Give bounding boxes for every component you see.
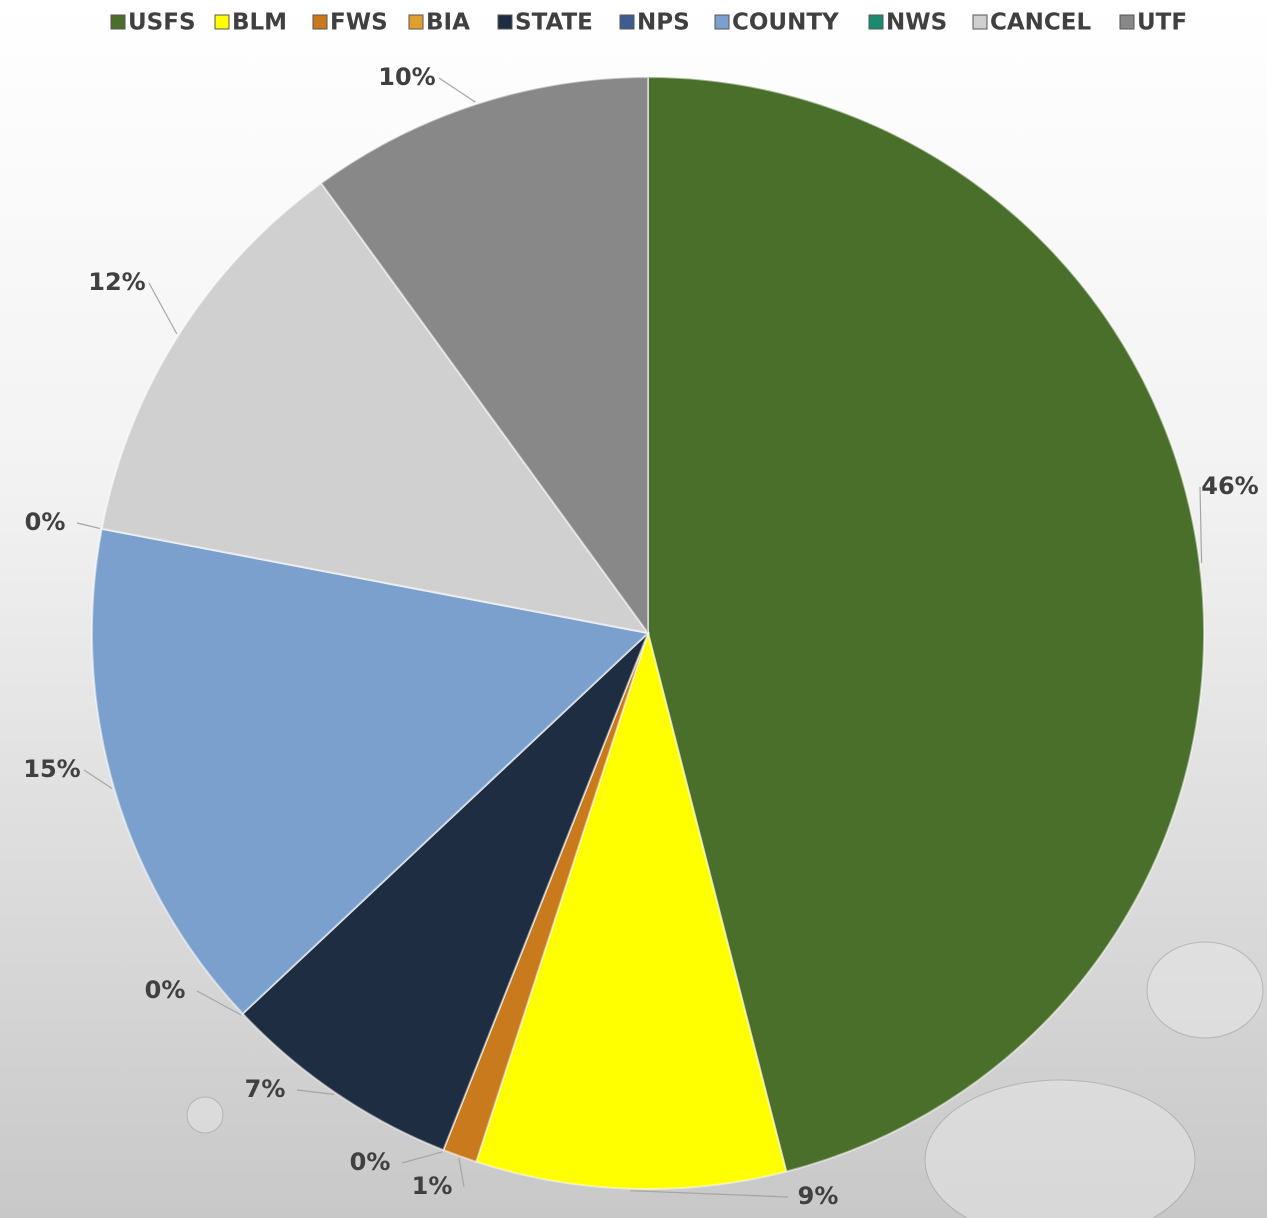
leader-line: [630, 1190, 789, 1198]
legend-label: NPS: [637, 10, 690, 36]
data-label: 0%: [25, 508, 66, 536]
data-label: 0%: [350, 1148, 391, 1176]
legend-marker: [868, 14, 884, 30]
legend-marker: [312, 14, 328, 30]
decorations: [186, 941, 1264, 1218]
leader-line: [296, 1089, 335, 1096]
data-label: 15%: [23, 755, 80, 783]
data-label: 9%: [798, 1182, 839, 1210]
leader-line: [148, 282, 178, 335]
legend-label: FWS: [330, 10, 388, 36]
pie-slice: [647, 75, 1205, 1173]
data-label: 46%: [1201, 472, 1258, 500]
legend-label: BLM: [232, 10, 287, 36]
legend-label: BIA: [426, 10, 470, 36]
legend-marker: [714, 14, 730, 30]
legend-marker: [972, 14, 988, 30]
leader-line: [196, 990, 242, 1016]
droplet: [924, 1079, 1196, 1218]
legend-marker: [619, 14, 635, 30]
leader-line: [458, 1157, 465, 1188]
leader-line: [76, 522, 101, 530]
data-label: 0%: [145, 976, 186, 1004]
legend-marker: [214, 14, 230, 30]
pie-slice: [91, 527, 651, 1016]
droplet: [1146, 941, 1264, 1039]
legend-label: CANCEL: [990, 10, 1092, 36]
legend-label: USFS: [128, 10, 196, 36]
leader-line: [83, 769, 113, 790]
leader-line: [1199, 486, 1203, 564]
data-label: 10%: [378, 63, 435, 91]
legend-marker: [1119, 14, 1135, 30]
droplet: [186, 1096, 224, 1134]
data-label: 7%: [245, 1075, 286, 1103]
pie-slice: [319, 75, 649, 637]
pie-slice: [474, 629, 788, 1190]
legend-label: NWS: [886, 10, 947, 36]
leader-line: [401, 1151, 443, 1164]
pie-slice: [241, 632, 649, 1152]
legend-marker: [408, 14, 424, 30]
pie-slice: [100, 181, 651, 635]
legend-marker: [110, 14, 126, 30]
leader-line: [438, 77, 476, 103]
legend-label: UTF: [1137, 10, 1187, 36]
data-label: 1%: [412, 1172, 453, 1200]
legend-label: COUNTY: [732, 10, 839, 36]
data-label: 12%: [88, 268, 145, 296]
legend-label: STATE: [515, 10, 593, 36]
legend-marker: [497, 14, 513, 30]
